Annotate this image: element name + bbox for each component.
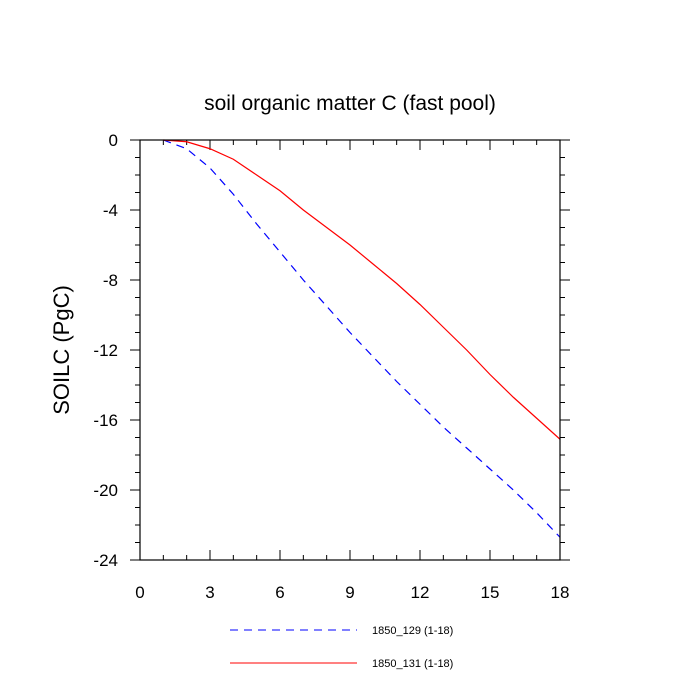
plot-frame (139, 139, 561, 561)
axis-ticks: 0 3 6 9 12 15 18 0 -4 -8 -12 -16 -20 -24 (93, 131, 570, 602)
x-tick-label: 12 (411, 583, 430, 602)
chart-title: soil organic matter C (fast pool) (204, 92, 496, 115)
y-tick-label: 0 (109, 131, 118, 150)
y-tick-label: -12 (93, 341, 118, 360)
series-line-2 (163, 139, 561, 440)
x-tick-label: 9 (345, 583, 354, 602)
x-tick-label: 6 (275, 583, 284, 602)
x-tick-label: 18 (551, 583, 570, 602)
legend-label-2: 1850_131 (1-18) (372, 658, 453, 670)
legend: 1850_129 (1-18) 1850_131 (1-18) (230, 625, 453, 670)
x-tick-label: 3 (205, 583, 214, 602)
y-axis-label: SOILC (PgC) (49, 285, 74, 415)
legend-label-1: 1850_129 (1-18) (372, 625, 453, 637)
series-line-1 (163, 139, 561, 538)
y-tick-label: -4 (103, 201, 118, 220)
y-tick-label: -20 (93, 481, 118, 500)
series-lines (163, 139, 561, 538)
x-tick-label: 0 (135, 583, 144, 602)
y-tick-label: -16 (93, 411, 118, 430)
y-tick-label: -8 (103, 271, 118, 290)
y-tick-label: -24 (93, 551, 118, 570)
x-tick-label: 15 (481, 583, 500, 602)
